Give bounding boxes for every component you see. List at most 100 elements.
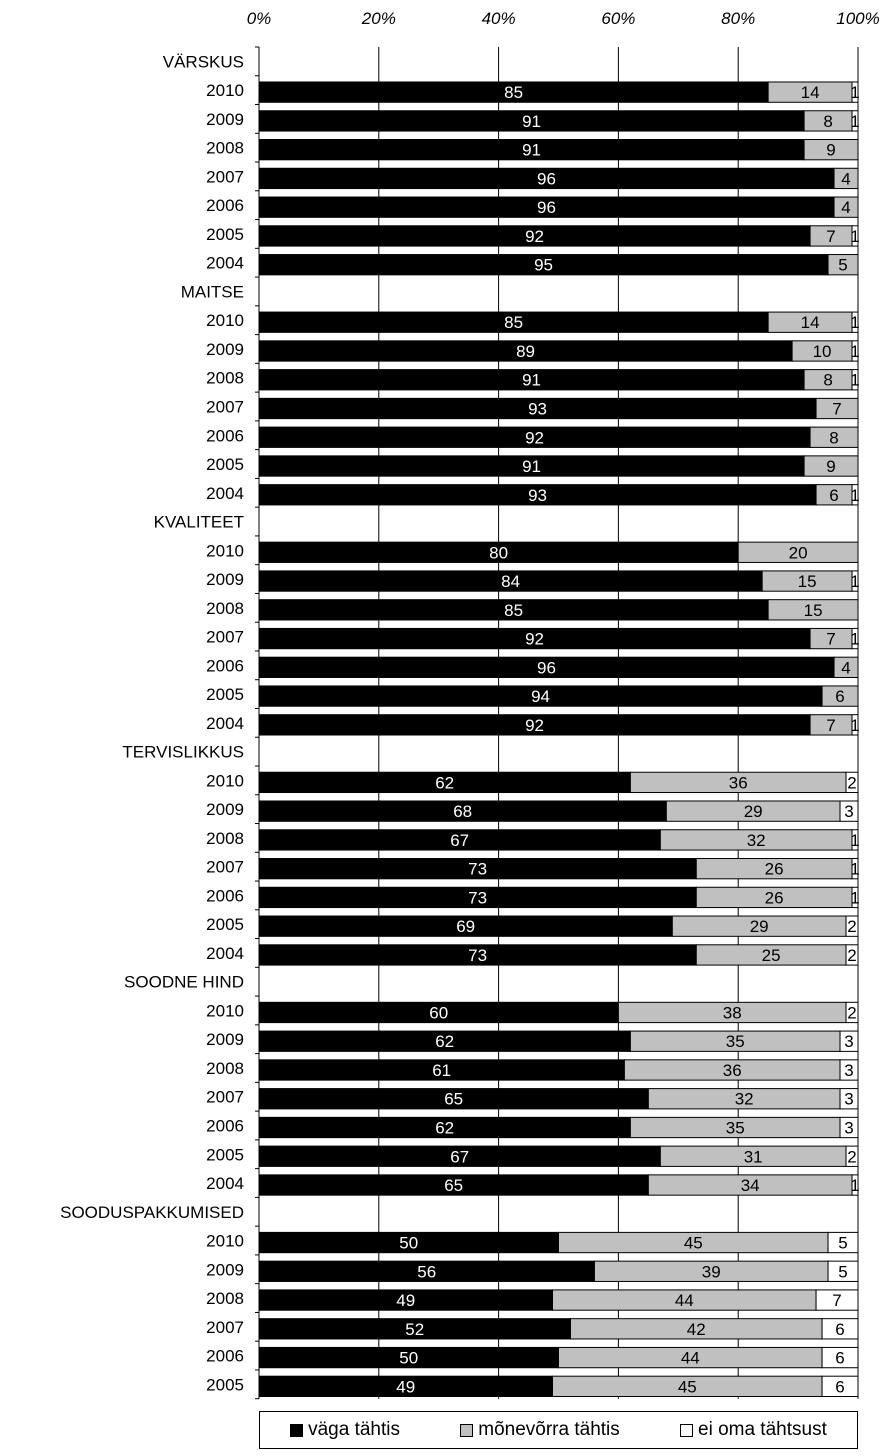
data-label: 69 <box>456 917 475 936</box>
data-label: 7 <box>832 400 841 419</box>
data-label: 52 <box>405 1320 424 1339</box>
data-label: 4 <box>841 169 850 188</box>
data-label: 5 <box>838 1234 847 1253</box>
data-label: 9 <box>826 457 835 476</box>
data-label: 36 <box>723 1061 742 1080</box>
data-label: 35 <box>726 1032 745 1051</box>
data-label: 91 <box>522 371 541 390</box>
bar-segment <box>851 1174 859 1196</box>
data-label: 31 <box>744 1147 763 1166</box>
data-label: 60 <box>429 1003 448 1022</box>
x-tick-label: 60% <box>601 9 635 28</box>
data-label: 25 <box>762 946 781 965</box>
data-label: 6 <box>835 1320 844 1339</box>
row-year-label: 2009 <box>206 1030 244 1049</box>
data-label: 84 <box>501 572 520 591</box>
row-year-label: 2006 <box>206 1347 244 1366</box>
row-year-label: 2005 <box>206 685 244 704</box>
row-year-label: 2005 <box>206 1145 244 1164</box>
bar-segment <box>821 1318 859 1340</box>
data-label: 65 <box>444 1090 463 1109</box>
data-label: 62 <box>435 1119 454 1138</box>
row-year-label: 2008 <box>206 139 244 158</box>
row-year-label: 2007 <box>206 858 244 877</box>
data-label: 92 <box>525 227 544 246</box>
bar-segment <box>839 800 859 822</box>
bar-segment <box>851 110 859 132</box>
bar-segment <box>839 1116 859 1139</box>
row-year-label: 2010 <box>206 1001 244 1020</box>
data-label: 8 <box>823 371 832 390</box>
row-year-label: 2005 <box>206 915 244 934</box>
bar-segment <box>803 455 859 477</box>
data-label: 7 <box>832 1291 841 1310</box>
x-tick-label: 100% <box>836 9 879 28</box>
row-year-label: 2010 <box>206 311 244 330</box>
data-label: 34 <box>741 1176 760 1195</box>
bar-segment <box>851 829 859 851</box>
bar-segment <box>845 944 859 966</box>
row-year-label: 2007 <box>206 398 244 417</box>
row-year-label: 2009 <box>206 800 244 819</box>
bar-segment <box>821 1375 859 1397</box>
group-label: SOODNE HIND <box>124 973 244 992</box>
data-label: 91 <box>522 457 541 476</box>
legend-swatch-somewhat-important <box>460 1423 474 1437</box>
data-label: 6 <box>835 1377 844 1396</box>
row-year-label: 2008 <box>206 1059 244 1078</box>
data-label: 32 <box>735 1090 754 1109</box>
data-label: 2 <box>847 773 856 792</box>
data-label: 68 <box>453 802 472 821</box>
row-year-label: 2009 <box>206 1260 244 1279</box>
data-label: 10 <box>813 342 832 361</box>
data-label: 3 <box>844 802 853 821</box>
data-label: 65 <box>444 1176 463 1195</box>
row-year-label: 2006 <box>206 656 244 675</box>
data-label: 1 <box>850 313 859 332</box>
bar-segment <box>821 1346 859 1369</box>
data-label: 49 <box>396 1377 415 1396</box>
data-label: 56 <box>417 1262 436 1281</box>
row-year-label: 2004 <box>206 484 244 503</box>
bar-segment <box>845 771 859 794</box>
row-year-label: 2006 <box>206 196 244 215</box>
legend-label-not-important: ei oma tähtsust <box>698 1419 827 1440</box>
data-label: 3 <box>844 1032 853 1051</box>
data-label: 89 <box>516 342 535 361</box>
row-year-label: 2009 <box>206 110 244 129</box>
row-year-label: 2004 <box>206 714 244 733</box>
row-year-label: 2006 <box>206 886 244 905</box>
data-label: 2 <box>847 1147 856 1166</box>
data-label: 1 <box>850 342 859 361</box>
bar-segment <box>833 196 859 218</box>
bar-segment <box>839 1030 859 1052</box>
legend-item-not-important: ei oma tähtsust <box>680 1419 827 1441</box>
row-year-label: 2009 <box>206 340 244 359</box>
bar-segment <box>851 570 859 592</box>
bar-segment <box>821 685 859 707</box>
row-year-label: 2010 <box>206 541 244 560</box>
data-label: 73 <box>468 946 487 965</box>
row-year-label: 2008 <box>206 599 244 618</box>
row-year-label: 2008 <box>206 829 244 848</box>
data-label: 93 <box>528 400 547 419</box>
bar-segment <box>851 714 859 736</box>
data-label: 15 <box>804 601 823 620</box>
data-label: 95 <box>534 256 553 275</box>
bar-segment <box>833 656 859 678</box>
bar-segment <box>803 139 859 161</box>
row-year-label: 2004 <box>206 254 244 273</box>
data-label: 20 <box>789 543 808 562</box>
legend-swatch-very-important <box>290 1423 304 1437</box>
data-label: 96 <box>537 658 556 677</box>
row-year-label: 2010 <box>206 1232 244 1251</box>
bar-segment <box>845 1001 859 1024</box>
bar-segment <box>851 81 859 103</box>
data-label: 96 <box>537 198 556 217</box>
group-label: TERVISLIKKUS <box>122 743 244 762</box>
legend-label-somewhat-important: mõnevõrra tähtis <box>478 1419 620 1440</box>
data-label: 45 <box>684 1234 703 1253</box>
data-label: 26 <box>765 860 784 879</box>
data-label: 92 <box>525 630 544 649</box>
